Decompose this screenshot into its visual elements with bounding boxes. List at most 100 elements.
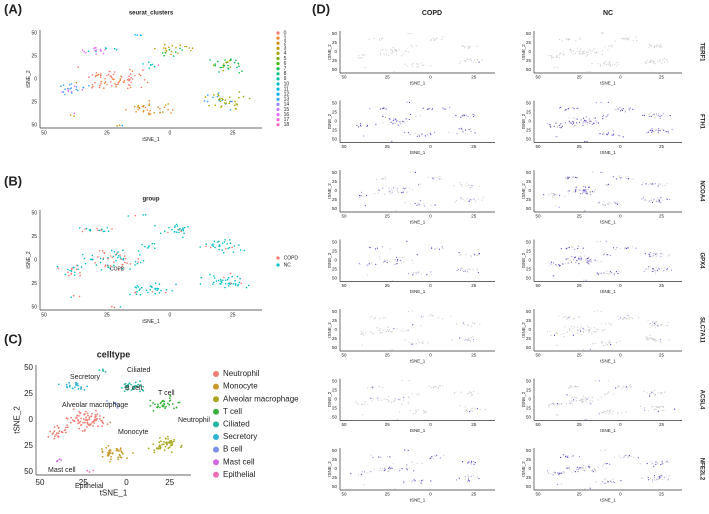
point	[213, 281, 215, 284]
point	[364, 205, 366, 207]
point	[86, 421, 89, 424]
point	[560, 106, 562, 108]
point	[149, 289, 151, 291]
point	[429, 132, 431, 134]
point	[585, 279, 587, 281]
point	[411, 393, 413, 395]
point	[661, 409, 663, 411]
point	[385, 330, 387, 332]
point	[122, 258, 125, 261]
point	[547, 470, 549, 472]
scatter-cloud	[358, 240, 480, 281]
point	[376, 178, 378, 181]
point	[387, 326, 389, 328]
x-tick-label: 0	[619, 353, 622, 358]
point	[152, 443, 155, 446]
point	[371, 400, 373, 402]
point	[64, 429, 67, 431]
point	[233, 104, 236, 107]
point	[589, 328, 591, 331]
point	[70, 296, 72, 299]
point	[653, 338, 655, 340]
point	[162, 111, 164, 113]
point	[165, 405, 168, 408]
point	[460, 391, 462, 393]
point	[136, 262, 139, 265]
point	[418, 341, 420, 343]
point	[65, 383, 68, 386]
point	[657, 201, 659, 203]
point	[78, 295, 81, 298]
point	[599, 65, 602, 67]
point	[560, 52, 562, 54]
point	[434, 39, 436, 41]
point	[454, 391, 456, 394]
point	[591, 62, 593, 65]
point	[574, 192, 577, 194]
point	[595, 102, 597, 104]
x-axis-label: tSNE_1	[600, 498, 616, 503]
point	[423, 412, 425, 414]
point	[624, 111, 626, 113]
point	[183, 232, 185, 235]
x-tick-label: 25	[659, 353, 665, 358]
point	[574, 256, 577, 258]
point	[419, 200, 421, 202]
point	[653, 255, 655, 257]
point	[148, 61, 150, 63]
point	[605, 410, 607, 413]
point	[663, 61, 666, 63]
x-tick-label: 50	[535, 283, 541, 288]
point	[597, 51, 599, 53]
point	[619, 340, 621, 342]
point	[141, 243, 143, 246]
point	[113, 306, 116, 309]
point	[581, 468, 583, 470]
point	[625, 247, 628, 250]
point	[655, 255, 658, 257]
point	[460, 116, 462, 118]
point	[572, 400, 574, 402]
point	[573, 108, 575, 110]
point	[100, 83, 102, 85]
point	[606, 254, 608, 256]
point	[426, 134, 428, 136]
point	[137, 383, 140, 386]
point	[416, 66, 418, 68]
point	[590, 327, 592, 329]
point	[433, 176, 435, 178]
point	[604, 61, 606, 63]
point	[559, 403, 561, 405]
point	[126, 386, 128, 388]
point	[566, 247, 568, 249]
point	[124, 386, 127, 389]
legend-swatch	[276, 118, 280, 122]
point	[412, 413, 414, 415]
point	[588, 261, 590, 263]
point	[383, 260, 386, 262]
point	[158, 283, 161, 285]
point	[470, 409, 472, 411]
legend-label: COPD	[284, 255, 299, 261]
legend-swatch	[213, 471, 219, 478]
point	[69, 269, 71, 272]
point	[611, 413, 613, 415]
point	[408, 480, 410, 482]
point	[86, 385, 89, 388]
point	[440, 178, 442, 180]
point	[127, 383, 129, 386]
point	[583, 255, 585, 257]
point	[212, 283, 214, 286]
point	[653, 409, 655, 411]
point	[213, 277, 216, 279]
legend-label: Monocyte	[223, 382, 258, 391]
point	[654, 326, 657, 328]
point	[427, 342, 429, 344]
point	[387, 396, 389, 398]
point	[557, 66, 559, 68]
point	[228, 246, 231, 249]
point	[356, 124, 358, 126]
point	[558, 124, 561, 126]
point	[97, 425, 99, 428]
